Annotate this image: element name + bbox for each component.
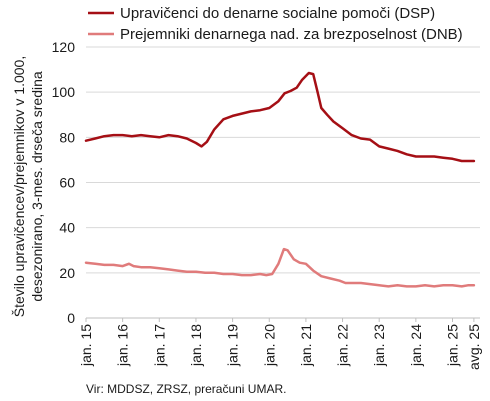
source-note: Vir: MDDSZ, ZRSZ, preračuni UMAR. bbox=[86, 382, 287, 396]
y-axis-label-line: Število upravičencev/prejemnikov v 1.000… bbox=[11, 56, 27, 317]
legend-label-dsp: Upravičenci do denarne socialne pomoči (… bbox=[120, 5, 435, 22]
y-tick-label: 120 bbox=[52, 39, 76, 55]
y-tick-label: 0 bbox=[67, 310, 75, 326]
x-tick-label: jan. 23 bbox=[371, 324, 387, 367]
series-line-dsp bbox=[84, 71, 476, 163]
x-tick-label: jan. 25 bbox=[445, 324, 461, 367]
x-tick-label: jan. 18 bbox=[188, 324, 204, 367]
y-axis-ticks: 0 20 40 60 80 100 120 bbox=[52, 39, 76, 326]
legend: Upravičenci do denarne socialne pomoči (… bbox=[88, 5, 463, 43]
x-tick-label: jan. 17 bbox=[151, 324, 167, 367]
x-tick-label: jan. 19 bbox=[225, 324, 241, 367]
series-lines bbox=[84, 71, 476, 288]
x-tick-label: jan. 22 bbox=[335, 324, 351, 367]
y-axis-label: Število upravičencev/prejemnikov v 1.000… bbox=[11, 56, 45, 317]
gridlines bbox=[86, 46, 480, 274]
legend-label-dnb: Prejemniki denarnega nad. za brezposelno… bbox=[120, 26, 463, 43]
y-tick-label: 40 bbox=[59, 220, 75, 236]
x-axis-ticks: jan. 15 jan. 16 jan. 17 jan. 18 jan. 19 jan. … bbox=[78, 318, 482, 370]
line-chart: Upravičenci do denarne socialne pomoči (… bbox=[11, 5, 482, 370]
y-tick-label: 60 bbox=[59, 175, 75, 191]
series-line-dnb bbox=[84, 247, 476, 288]
x-tick-label: jan. 16 bbox=[115, 324, 131, 367]
x-tick-label: jan. 24 bbox=[408, 324, 424, 367]
x-tick-label: jan. 20 bbox=[261, 324, 277, 367]
x-tick-label: avg. 25 bbox=[466, 324, 482, 370]
x-tick-label: jan. 15 bbox=[78, 324, 94, 367]
y-tick-label: 100 bbox=[52, 84, 76, 100]
y-axis-label-line: desezonirano, 3-mes. drseča sredina bbox=[29, 71, 45, 302]
y-tick-label: 80 bbox=[59, 129, 75, 145]
x-tick-label: jan. 21 bbox=[298, 324, 314, 367]
y-tick-label: 20 bbox=[59, 265, 75, 281]
